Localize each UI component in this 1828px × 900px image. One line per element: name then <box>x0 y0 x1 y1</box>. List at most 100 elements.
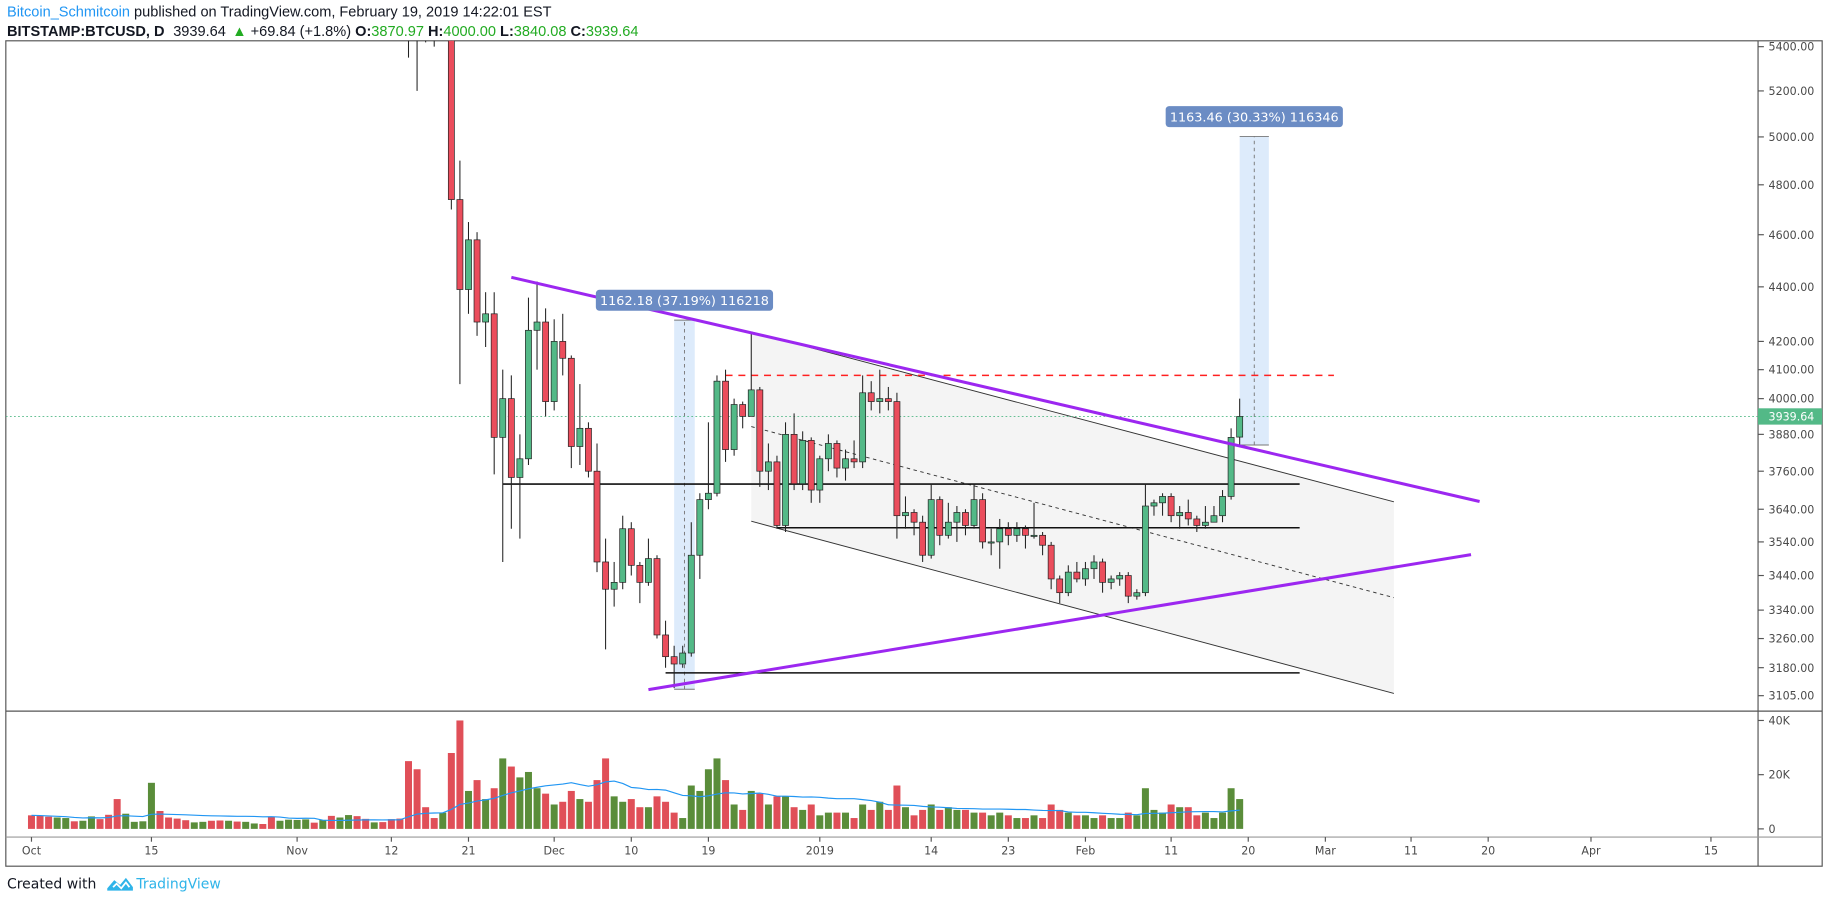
volume-bar <box>139 821 147 829</box>
drawings-front-layer: 1162.18 (37.19%) 116218 1163.46 (30.33%) … <box>510 106 1480 692</box>
candle-body <box>1107 578 1115 583</box>
candle <box>833 440 841 478</box>
candle <box>1227 428 1235 500</box>
time-tick-label: 11 <box>1404 845 1418 858</box>
time-tick-label: Feb <box>1076 845 1096 858</box>
candle <box>1064 565 1072 597</box>
tradingview-link[interactable]: TradingView <box>135 876 220 892</box>
volume-bar <box>739 809 747 829</box>
candle <box>576 384 584 465</box>
candle <box>1107 575 1115 590</box>
volume-bar <box>987 815 995 829</box>
candle <box>705 422 712 510</box>
candle <box>482 292 490 348</box>
candle-body <box>645 558 652 583</box>
time-axis[interactable]: Oct 15 Nov 12 21 Dec 10 19 2019 14 23 Feb 11 20 Mar 11 2… <box>22 837 1718 858</box>
volume-bar <box>1124 812 1132 829</box>
time-tick-label: 15 <box>1704 845 1718 858</box>
candle-body <box>499 398 507 438</box>
candle <box>550 319 558 411</box>
volume-bar <box>430 818 438 829</box>
volume-bar <box>482 799 490 829</box>
volume-bar <box>704 769 712 829</box>
candle-body <box>799 440 807 485</box>
candle <box>824 434 832 472</box>
volume-bar <box>1013 818 1021 829</box>
time-tick-label: Oct <box>22 845 42 858</box>
volume-bar <box>893 785 901 829</box>
low-value: 3840.08 <box>514 24 567 40</box>
channel-median-line <box>751 426 1395 599</box>
candle-body <box>1064 571 1072 594</box>
volume-bar <box>670 812 678 829</box>
candle <box>910 509 918 536</box>
candle <box>1210 506 1218 523</box>
volume-bar <box>593 780 601 829</box>
volume-bar <box>662 801 670 829</box>
candle <box>859 375 867 469</box>
candle-body <box>962 512 969 526</box>
volume-bar <box>756 793 764 829</box>
time-tick-label: 19 <box>701 845 715 858</box>
price-tick-label: 4200.00 <box>1769 335 1815 348</box>
price-tick-label: 3760.00 <box>1769 465 1815 478</box>
candle <box>1039 532 1046 556</box>
candle-body <box>1022 528 1029 536</box>
candle <box>687 522 695 657</box>
candle-body <box>1116 575 1124 580</box>
volume-bar <box>53 817 61 829</box>
candle <box>653 555 661 639</box>
low-label: L: <box>500 24 514 40</box>
candle <box>790 413 798 491</box>
channel-lower-line <box>751 520 1395 694</box>
volume-bar <box>113 799 121 829</box>
volume-bar <box>610 796 618 829</box>
volume-bar <box>1107 818 1115 829</box>
candle <box>1116 572 1124 586</box>
candle-body <box>465 239 472 290</box>
volume-bar <box>619 801 627 829</box>
candle-body <box>1013 528 1021 536</box>
candle-body <box>456 199 464 290</box>
candle <box>987 528 995 556</box>
channel-upper-line <box>751 331 1395 503</box>
candle-body <box>602 561 609 590</box>
volume-bar <box>285 819 293 829</box>
volume-bar <box>1021 818 1029 829</box>
candle <box>1030 502 1038 539</box>
candle-body <box>790 434 798 485</box>
candle-body <box>833 443 841 469</box>
author-link[interactable]: Bitcoin_Schmitcoin <box>7 4 130 20</box>
candle-body <box>910 512 918 523</box>
volume-axis[interactable]: 40K 20K 0 <box>1758 715 1791 836</box>
candle <box>559 313 567 376</box>
volume-bar <box>62 818 70 829</box>
volume-bar <box>910 815 918 829</box>
high-value: 4000.00 <box>443 24 496 40</box>
tradingview-logo-icon[interactable] <box>107 877 133 891</box>
volume-bar <box>1099 815 1107 829</box>
volume-bar <box>353 816 361 829</box>
candle-body <box>567 357 575 447</box>
candle <box>499 369 507 562</box>
price-axis[interactable]: 5400.00 5200.00 5000.00 4800.00 4600.00 4400.… <box>1758 41 1823 703</box>
candle <box>533 281 541 370</box>
volume-bar <box>370 822 378 829</box>
volume-bar <box>644 807 652 829</box>
time-tick-label: 11 <box>1164 845 1178 858</box>
price-tick-label: 4600.00 <box>1769 229 1815 242</box>
volume-bar <box>173 818 181 829</box>
volume-bar <box>130 821 138 829</box>
candle <box>730 398 738 456</box>
time-tick-label: 12 <box>384 845 398 858</box>
candle <box>970 483 978 529</box>
candle-body <box>1099 561 1106 583</box>
candle-body <box>610 582 618 590</box>
volume-tick-label: 0 <box>1769 823 1776 836</box>
candle <box>876 369 884 414</box>
candle <box>842 449 849 481</box>
price-tick-label: 3260.00 <box>1769 633 1815 646</box>
candle-body <box>636 564 644 583</box>
up-triangle-icon: ▲ <box>232 24 246 40</box>
